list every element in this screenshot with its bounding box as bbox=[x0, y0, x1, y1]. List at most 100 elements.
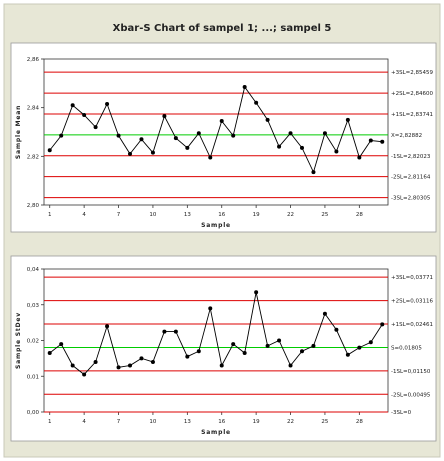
s-point-1 bbox=[47, 351, 52, 356]
s-point-9 bbox=[139, 356, 144, 361]
s-point-26 bbox=[334, 327, 339, 332]
s-ytick-label: 0,03 bbox=[27, 303, 40, 309]
xbar-point-21 bbox=[277, 144, 282, 149]
s-point-23 bbox=[300, 349, 304, 354]
s-xtick-label: 1 bbox=[48, 419, 52, 425]
xbar-xtick-label: 25 bbox=[321, 212, 328, 218]
xbar-panel: 2,80 2,82 2,84 2,86 1 4 7 10 13 16 19 22 25 28 Sample S… bbox=[10, 42, 437, 233]
xbar-point-14 bbox=[196, 131, 201, 136]
xbar-limit-label-2: +1SL=2,83741 bbox=[391, 112, 433, 118]
s-point-6 bbox=[105, 324, 110, 329]
xbar-axes-box bbox=[43, 58, 389, 206]
xbar-point-12 bbox=[173, 136, 178, 141]
s-xtick-label: 4 bbox=[82, 419, 86, 425]
xbar-point-3 bbox=[70, 103, 75, 108]
xbar-xtick-label: 22 bbox=[287, 212, 294, 218]
xbar-xtick-label: 13 bbox=[184, 212, 191, 218]
chart-title: Xbar-S Chart of sampel 1; ...; sampel 5 bbox=[113, 23, 332, 34]
s-limit-label-4: -1SL=0,01150 bbox=[391, 369, 431, 375]
s-ylabel: Sample StDev bbox=[15, 312, 22, 369]
s-point-13 bbox=[185, 354, 190, 359]
s-point-5 bbox=[93, 359, 98, 364]
xbar-xtick-label: 10 bbox=[149, 212, 156, 218]
s-point-29 bbox=[368, 340, 373, 345]
s-point-7 bbox=[116, 365, 121, 370]
xbar-point-1 bbox=[47, 148, 52, 153]
s-series-line bbox=[49, 292, 383, 376]
xbar-limit-label-3: X=2,82882 bbox=[391, 133, 422, 139]
xbar-point-26 bbox=[334, 149, 339, 154]
s-point-21 bbox=[277, 338, 282, 343]
s-point-3 bbox=[70, 363, 75, 368]
xbar-limit-label-4: -1SL=2,82023 bbox=[391, 154, 431, 160]
s-xtick-label: 28 bbox=[356, 419, 363, 425]
xbar-point-15 bbox=[208, 155, 213, 160]
s-xtick-label: 7 bbox=[117, 419, 121, 425]
s-xtick-label: 13 bbox=[184, 419, 191, 425]
s-point-8 bbox=[128, 363, 132, 368]
s-limit-label-5: -2SL=0,00495 bbox=[391, 392, 431, 398]
xbar-xtick-label: 4 bbox=[82, 212, 86, 218]
xbar-xtick-label: 16 bbox=[218, 212, 225, 218]
xbar-point-17 bbox=[231, 133, 236, 138]
s-point-4 bbox=[82, 372, 87, 377]
xbar-series-line bbox=[49, 85, 383, 174]
s-panel: 0,00 0,01 0,02 0,03 0,04 1 4 7 10 13 16 19 22 25 28 Sam… bbox=[10, 255, 437, 442]
panels-layer: 2,80 2,82 2,84 2,86 1 4 7 10 13 16 19 22 25 28 Sample S… bbox=[10, 42, 437, 442]
xbar-ytick-label: 2,84 bbox=[27, 106, 40, 112]
xbar-limit-label-1: +2SL=2,84600 bbox=[391, 91, 434, 97]
xbar-xtick-label: 19 bbox=[253, 212, 260, 218]
xbar-point-29 bbox=[368, 138, 373, 143]
xbar-ylabel: Sample Mean bbox=[15, 105, 22, 159]
xbar-point-25 bbox=[322, 131, 327, 136]
xbar-ytick-label: 2,82 bbox=[27, 154, 39, 160]
s-point-28 bbox=[357, 345, 362, 350]
s-ytick-label: 0,01 bbox=[27, 374, 39, 380]
s-point-10 bbox=[150, 359, 155, 364]
xbar-limit-label-0: +3SL=2,85459 bbox=[391, 70, 434, 76]
s-point-19 bbox=[254, 290, 259, 295]
xbar-point-18 bbox=[242, 84, 247, 89]
s-limit-label-2: +1SL=0,02461 bbox=[391, 322, 433, 328]
xbar-point-16 bbox=[219, 119, 224, 124]
s-ytick-label: 0,02 bbox=[27, 339, 39, 345]
s-point-27 bbox=[345, 352, 350, 357]
s-limit-label-6: -3SL=0 bbox=[391, 410, 412, 416]
xbar-point-6 bbox=[105, 102, 110, 107]
xbar-point-9 bbox=[139, 137, 144, 142]
s-point-30 bbox=[380, 322, 385, 327]
s-xtick-label: 19 bbox=[253, 419, 260, 425]
xbar-xlabel: Sample bbox=[201, 222, 231, 229]
s-xtick-label: 25 bbox=[321, 419, 328, 425]
xbar-point-4 bbox=[82, 112, 87, 117]
s-point-2 bbox=[59, 342, 64, 347]
s-xlabel: Sample bbox=[201, 429, 231, 436]
xbar-point-5 bbox=[93, 125, 98, 130]
s-point-24 bbox=[311, 343, 316, 348]
xbar-point-7 bbox=[116, 133, 121, 138]
xbar-point-19 bbox=[254, 100, 259, 105]
s-xtick-label: 16 bbox=[218, 419, 225, 425]
s-point-25 bbox=[322, 311, 327, 316]
s-xtick-label: 10 bbox=[149, 419, 156, 425]
xbar-point-28 bbox=[357, 155, 362, 160]
xbar-point-11 bbox=[162, 114, 167, 119]
xbar-point-22 bbox=[288, 131, 293, 136]
xbar-xtick-label: 28 bbox=[356, 212, 363, 218]
xbar-point-13 bbox=[185, 145, 190, 150]
s-point-22 bbox=[288, 363, 293, 368]
xbar-point-30 bbox=[380, 139, 385, 144]
s-point-16 bbox=[219, 363, 224, 368]
s-point-17 bbox=[231, 342, 236, 347]
xbar-xtick-label: 1 bbox=[48, 212, 52, 218]
s-point-18 bbox=[242, 351, 247, 356]
xbar-point-27 bbox=[345, 117, 350, 122]
xbar-point-23 bbox=[300, 145, 304, 150]
s-limit-label-1: +2SL=0,03116 bbox=[391, 299, 434, 305]
xbar-point-10 bbox=[150, 150, 155, 155]
xbar-point-8 bbox=[128, 151, 132, 156]
s-point-14 bbox=[196, 349, 201, 354]
xbar-point-20 bbox=[265, 117, 270, 122]
